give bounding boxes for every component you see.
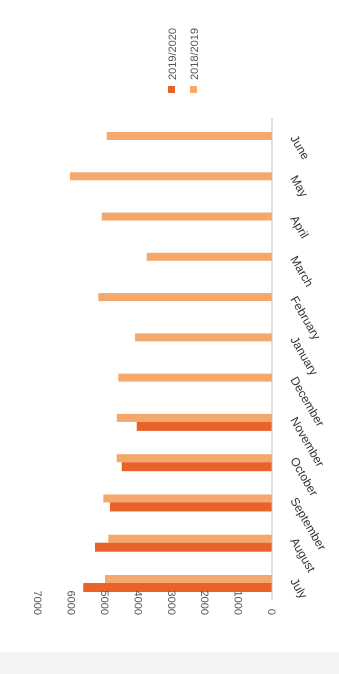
value-axis: 0 1000 2000 3000 4000 5000 6000 7000: [31, 118, 277, 615]
legend-label-2: 2018/2019: [189, 28, 201, 80]
bar-2018-2019-october: [116, 454, 272, 463]
bar-2018-2019-march: [146, 252, 272, 261]
tick-label-1000: 1000: [232, 591, 244, 615]
category-label-january: January: [287, 334, 320, 378]
bar-group: [69, 132, 273, 592]
page-footer-strip: [0, 652, 339, 674]
bar-2018-2019-february: [98, 293, 272, 302]
legend-swatch-2: [190, 86, 197, 93]
bar-2019-2020-august: [94, 542, 272, 552]
bar-2018-2019-september: [103, 494, 272, 503]
tick-label-0: 0: [265, 609, 277, 615]
bar-2019-2020-october: [121, 462, 272, 472]
tick-label-7000: 7000: [31, 591, 43, 615]
category-label-march: March: [287, 253, 316, 289]
bar-2019-2020-september: [110, 502, 272, 512]
category-label-april: April: [287, 213, 311, 241]
bar-2018-2019-april: [101, 212, 272, 221]
bar-2019-2020-november: [136, 421, 272, 431]
bar-2018-2019-may: [69, 172, 273, 181]
legend: 2019/2020 2018/2019: [167, 28, 201, 93]
tick-label-4000: 4000: [131, 591, 143, 615]
legend-swatch-1: [168, 86, 175, 93]
tick-label-5000: 5000: [98, 591, 110, 615]
category-label-july: July: [287, 576, 310, 601]
category-axis: JulyAugustSeptemberOctoberNovemberDecemb…: [287, 133, 328, 601]
bar-2018-2019-november: [116, 413, 272, 422]
bar-2018-2019-august: [108, 534, 272, 543]
category-label-june: June: [287, 133, 312, 163]
category-label-february: February: [287, 294, 323, 343]
tick-label-2000: 2000: [198, 591, 210, 615]
tick-label-6000: 6000: [65, 591, 77, 615]
bar-2018-2019-june: [106, 132, 272, 140]
bar-2018-2019-december: [118, 373, 272, 382]
category-label-may: May: [287, 173, 310, 200]
legend-label-1: 2019/2020: [167, 28, 179, 80]
tick-label-3000: 3000: [165, 591, 177, 615]
bar-2018-2019-january: [135, 333, 272, 342]
bar-2019-2020-july: [83, 583, 272, 592]
bar-2018-2019-july: [105, 575, 272, 583]
